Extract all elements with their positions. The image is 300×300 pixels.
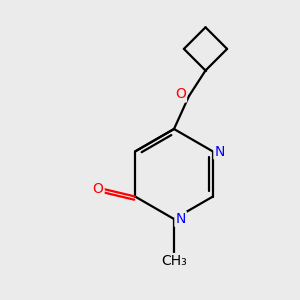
Text: CH₃: CH₃ — [161, 254, 187, 268]
Text: O: O — [93, 182, 104, 196]
Text: N: N — [214, 145, 225, 158]
Text: N: N — [176, 212, 186, 226]
Text: O: O — [175, 88, 186, 101]
